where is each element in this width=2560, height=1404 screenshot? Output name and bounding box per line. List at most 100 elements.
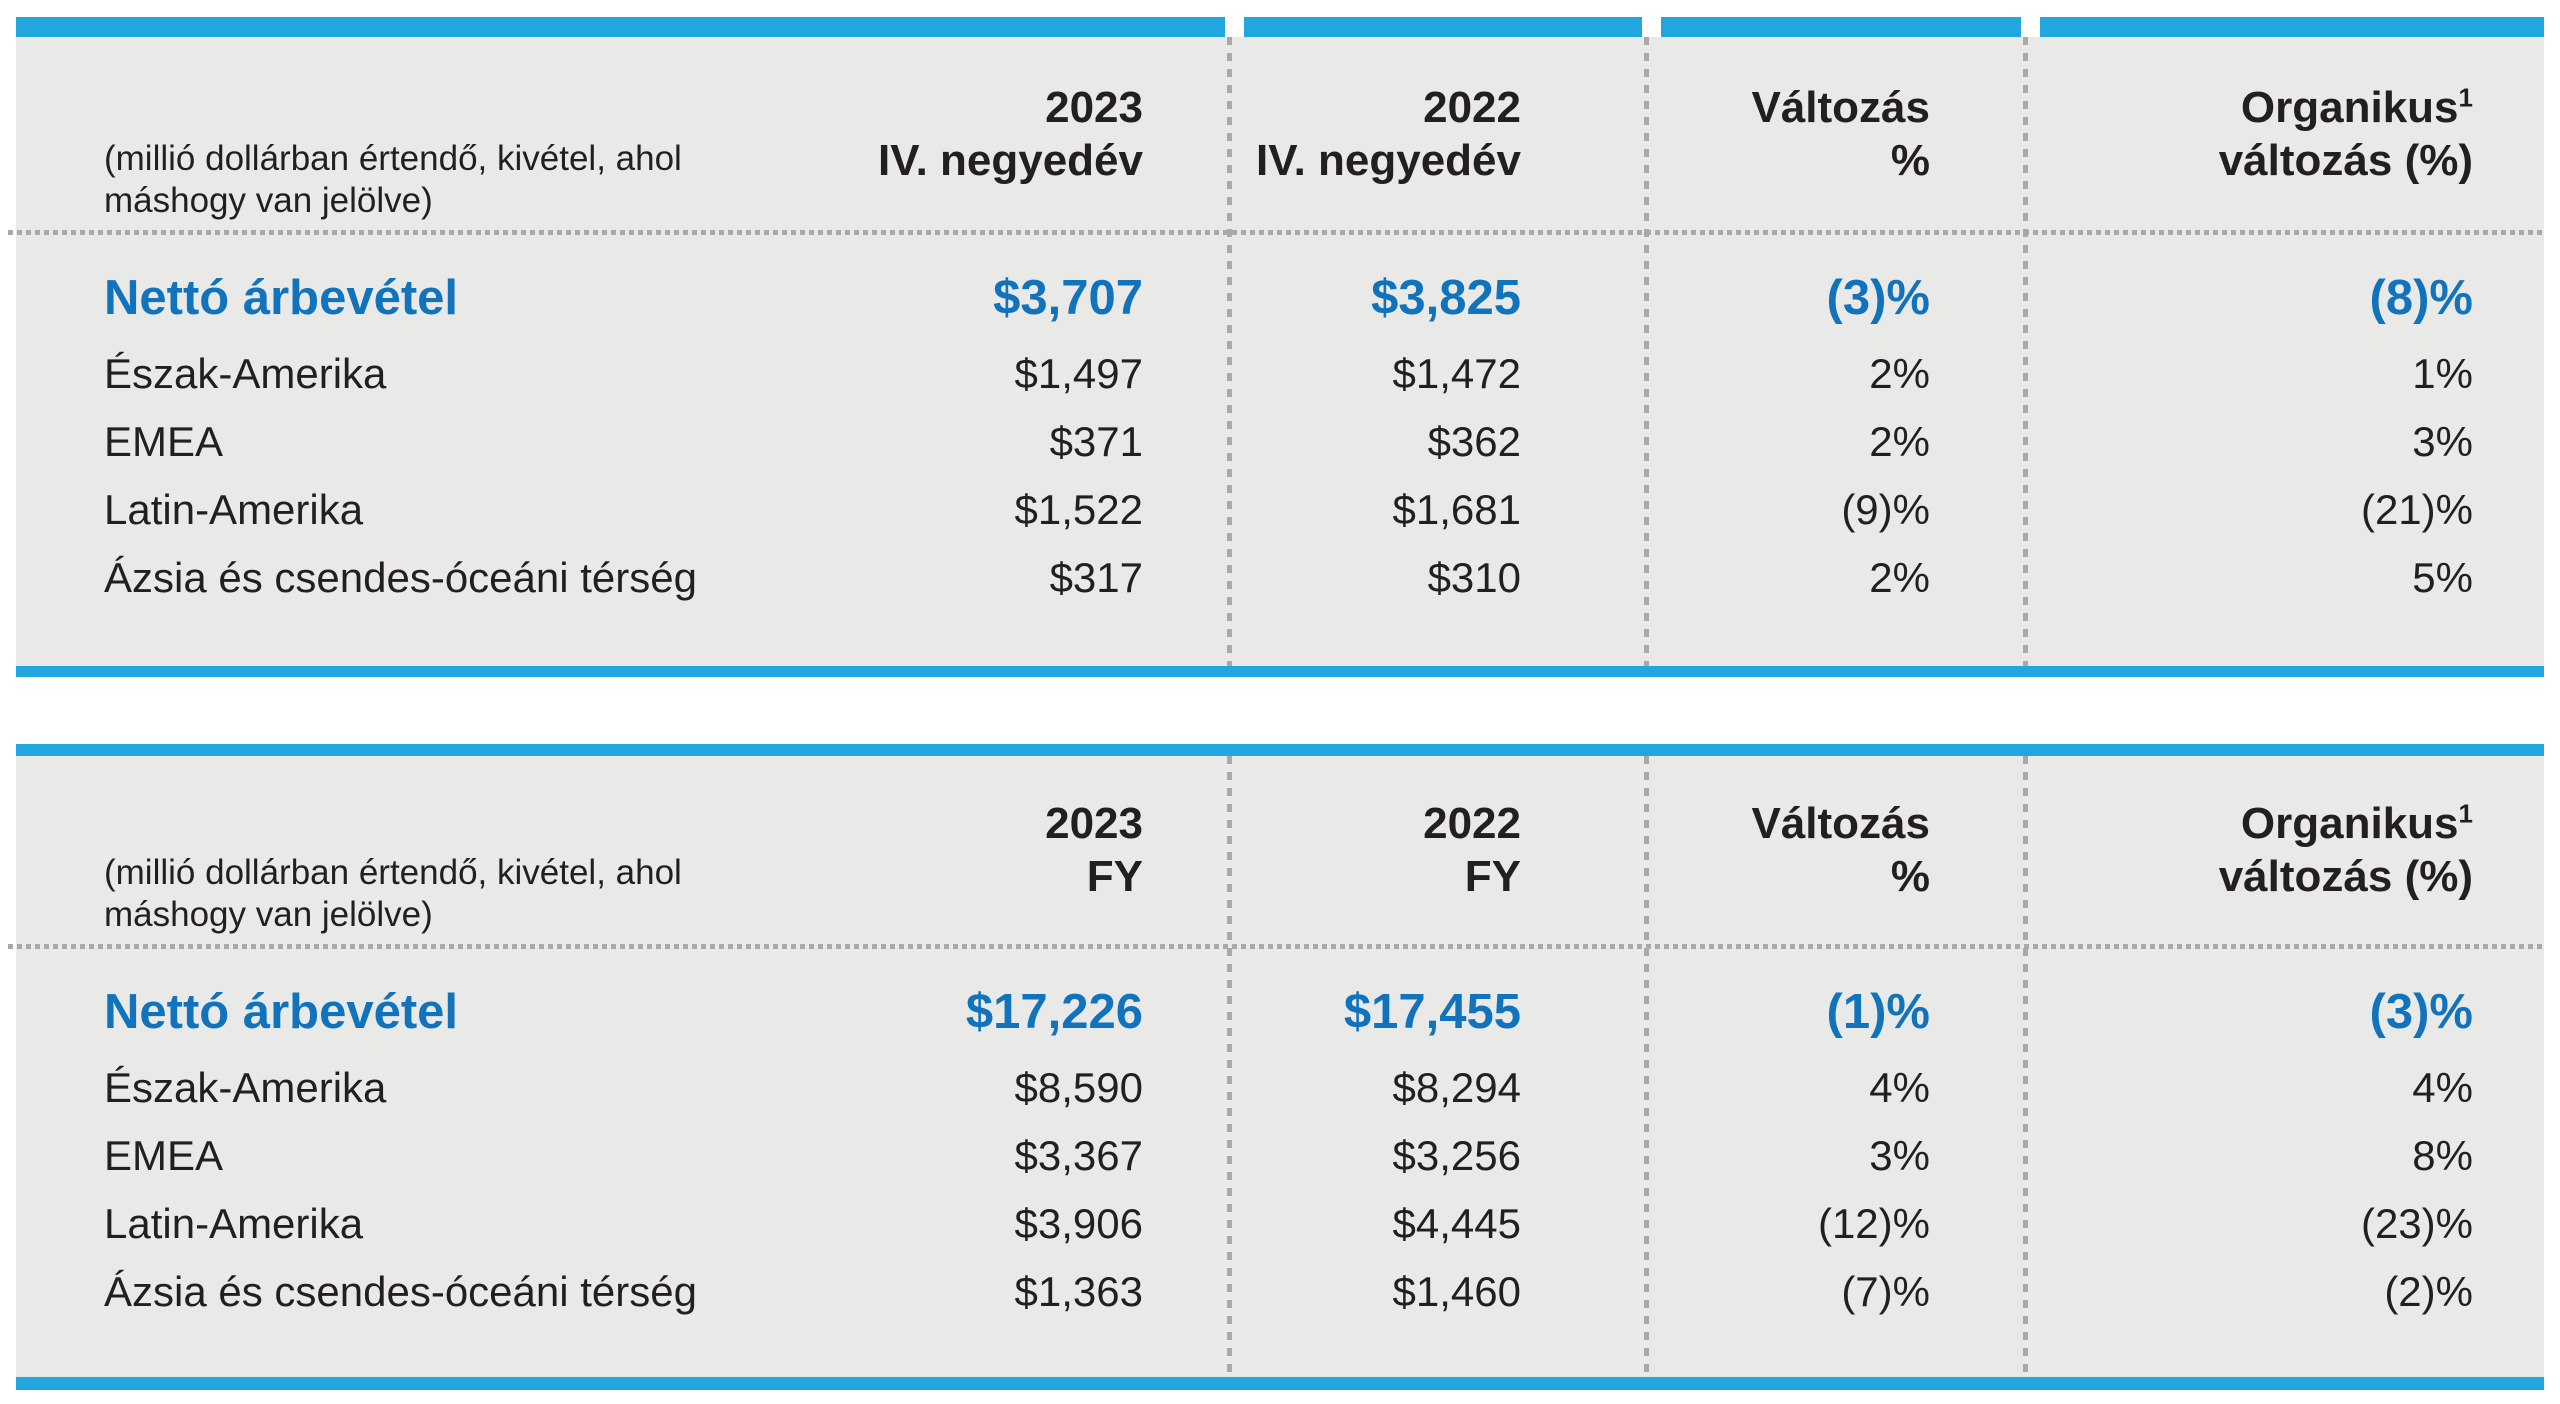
row-label: Latin-Amerika	[104, 486, 364, 533]
cell-2023: $317	[1049, 554, 1143, 601]
cell-2023: $17,226	[965, 985, 1143, 1039]
cell-2022: $8,294	[1392, 1064, 1521, 1111]
col-header-label: Változás	[1751, 799, 1930, 848]
col-header-unit: változás (%)	[2218, 135, 2473, 185]
cell-change: (1)%	[1826, 985, 1930, 1039]
top-bar-gap	[1225, 17, 1244, 37]
cell-organic-change: 4%	[2412, 1064, 2473, 1111]
cell-change: 2%	[1869, 350, 1930, 397]
cell-change: 2%	[1869, 418, 1930, 465]
quarterly-results-table: (millió dollárban értendő, kivétel, ahol…	[8, 17, 2544, 677]
units-note-line2: máshogy van jelölve)	[104, 181, 433, 220]
col-header-period: FY	[1086, 852, 1143, 901]
cell-2023: $371	[1049, 418, 1143, 465]
footnote-marker: 1	[2458, 81, 2473, 112]
table-rows: Nettó árbevétel $3,707 $3,825 (3)% (8)% …	[16, 235, 2544, 612]
col-header-2023-fy: 2023 FY	[716, 756, 1232, 944]
cell-2023: $8,590	[1014, 1064, 1143, 1111]
table-body: (millió dollárban értendő, kivétel, ahol…	[8, 37, 2544, 666]
column-separator	[2023, 37, 2028, 666]
col-header-period: IV. negyedév	[1256, 135, 1521, 185]
col-header-organic-change: Organikus1 változás (%)	[2028, 37, 2544, 230]
cell-change: (7)%	[1841, 1268, 1930, 1315]
top-bar-gap	[1642, 17, 1661, 37]
row-label: Észak-Amerika	[104, 350, 387, 397]
cell-2022: $310	[1427, 554, 1521, 601]
table-row-emea: EMEA $371 $362 2% 3%	[16, 408, 2544, 476]
units-note-line1: (millió dollárban értendő, kivétel, ahol	[104, 853, 682, 892]
cell-change: (9)%	[1841, 486, 1930, 533]
top-bar-gap	[2021, 17, 2040, 37]
cell-change: 4%	[1869, 1064, 1930, 1111]
cell-organic-change: (21)%	[2360, 486, 2473, 533]
column-separator	[2023, 756, 2028, 1377]
table-body: (millió dollárban értendő, kivétel, ahol…	[8, 756, 2544, 1377]
col-header-unit: %	[1890, 852, 1930, 901]
col-header-unit: %	[1890, 135, 1930, 185]
col-header-year: 2022	[1423, 799, 1521, 848]
col-header-change: Változás %	[1649, 756, 2028, 944]
row-label: EMEA	[104, 418, 224, 465]
cell-2023: $1,363	[1014, 1268, 1143, 1315]
cell-2022: $1,460	[1392, 1268, 1521, 1315]
cell-2022: $1,472	[1392, 350, 1521, 397]
col-header-period: FY	[1464, 852, 1521, 901]
table-rows: Nettó árbevétel $17,226 $17,455 (1)% (3)…	[16, 949, 2544, 1326]
col-header-change: Változás %	[1649, 37, 2028, 230]
cell-organic-change: (23)%	[2360, 1200, 2473, 1247]
table-header-row: (millió dollárban értendő, kivétel, ahol…	[16, 756, 2544, 944]
table-row-net-revenue: Nettó árbevétel $3,707 $3,825 (3)% (8)%	[16, 256, 2544, 340]
row-label: Nettó árbevétel	[104, 271, 459, 325]
cell-2023: $3,367	[1014, 1132, 1143, 1179]
table-top-bar	[16, 744, 2544, 756]
col-header-year: 2023	[1045, 799, 1143, 848]
row-label: Latin-Amerika	[104, 1200, 364, 1247]
table-bottom-bar	[16, 1377, 2544, 1390]
cell-2022: $1,681	[1392, 486, 1521, 533]
cell-change: 3%	[1869, 1132, 1930, 1179]
cell-2023: $3,906	[1014, 1200, 1143, 1247]
col-header-label: Változás	[1751, 82, 1930, 132]
table-row-net-revenue: Nettó árbevétel $17,226 $17,455 (1)% (3)…	[16, 970, 2544, 1054]
units-note-line1: (millió dollárban értendő, kivétel, ahol	[104, 139, 682, 178]
col-header-2022-q4: 2022 IV. negyedév	[1232, 37, 1649, 230]
cell-2022: $3,825	[1371, 271, 1521, 325]
cell-organic-change: 8%	[2412, 1132, 2473, 1179]
cell-change: (12)%	[1817, 1200, 1930, 1247]
cell-2023: $3,707	[993, 271, 1143, 325]
column-separator	[1227, 756, 1232, 1377]
units-note-line2: máshogy van jelölve)	[104, 895, 433, 934]
column-separator	[1227, 37, 1232, 666]
table-row-north-america: Észak-Amerika $1,497 $1,472 2% 1%	[16, 340, 2544, 408]
col-header-2022-fy: 2022 FY	[1232, 756, 1649, 944]
cell-2022: $4,445	[1392, 1200, 1521, 1247]
column-separator	[1644, 756, 1649, 1377]
cell-organic-change: 3%	[2412, 418, 2473, 465]
col-header-2023-q4: 2023 IV. negyedév	[716, 37, 1232, 230]
full-year-results-table: (millió dollárban értendő, kivétel, ahol…	[8, 744, 2544, 1390]
col-header-year: 2022	[1423, 82, 1521, 132]
col-header-period: IV. negyedév	[878, 135, 1143, 185]
row-label: Ázsia és csendes-óceáni térség	[104, 554, 697, 601]
footnote-marker: 1	[2458, 798, 2473, 829]
row-label: Észak-Amerika	[104, 1064, 387, 1111]
header-dotted-rule	[8, 944, 2544, 949]
cell-organic-change: (2)%	[2384, 1268, 2473, 1315]
cell-2023: $1,497	[1014, 350, 1143, 397]
table-row-latin-america: Latin-Amerika $3,906 $4,445 (12)% (23)%	[16, 1190, 2544, 1258]
column-separator	[1644, 37, 1649, 666]
cell-organic-change: (8)%	[2369, 271, 2473, 325]
col-header-organic-change: Organikus1 változás (%)	[2028, 756, 2544, 944]
cell-organic-change: (3)%	[2369, 985, 2473, 1039]
col-header-label: Organikus	[2240, 82, 2459, 132]
cell-organic-change: 1%	[2412, 350, 2473, 397]
col-header-year: 2023	[1045, 82, 1143, 132]
header-dotted-rule	[8, 230, 2544, 235]
cell-2022: $17,455	[1343, 985, 1521, 1039]
row-label: Ázsia és csendes-óceáni térség	[104, 1268, 697, 1315]
table-header-row: (millió dollárban értendő, kivétel, ahol…	[16, 37, 2544, 230]
col-header-label: Organikus	[2240, 799, 2459, 848]
table-bottom-bar	[16, 666, 2544, 677]
units-note: (millió dollárban értendő, kivétel, ahol…	[16, 852, 716, 944]
